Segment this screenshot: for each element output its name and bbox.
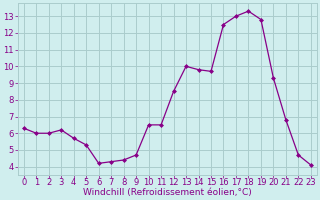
X-axis label: Windchill (Refroidissement éolien,°C): Windchill (Refroidissement éolien,°C) [83,188,252,197]
